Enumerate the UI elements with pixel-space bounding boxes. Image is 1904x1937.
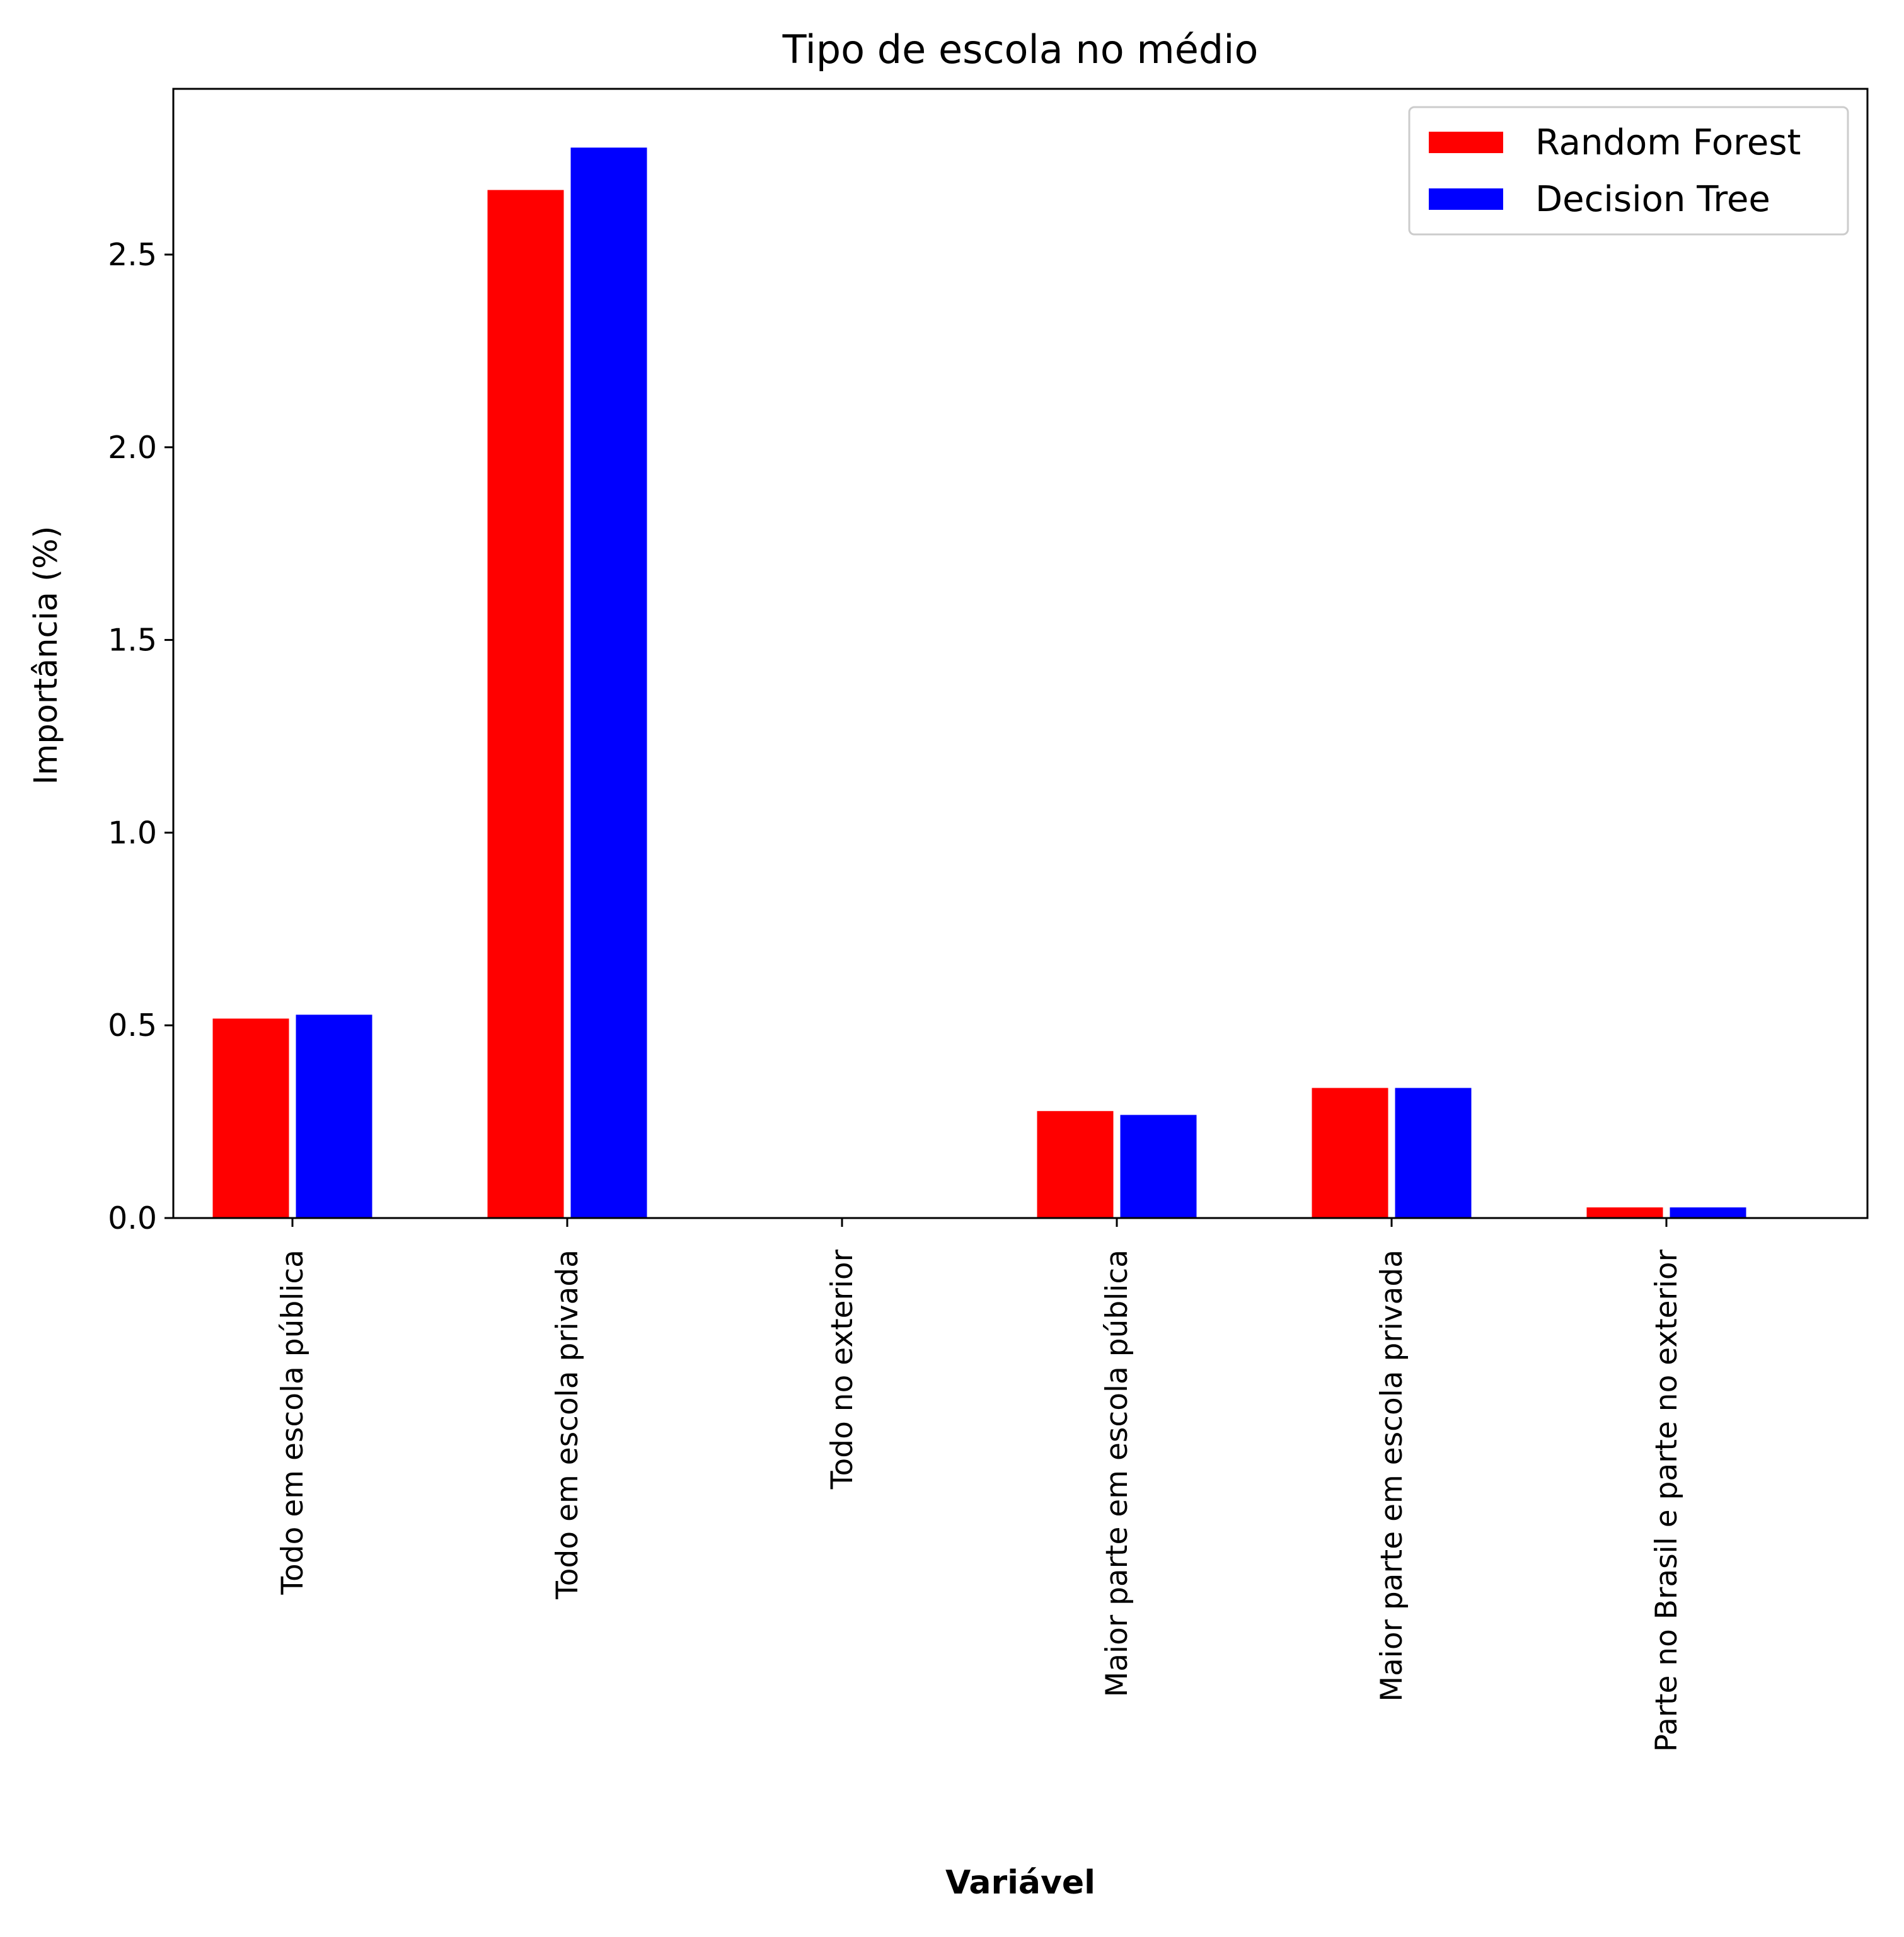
- x-tick-label: Maior parte em escola privada: [1375, 1250, 1409, 1702]
- x-tick-label: Todo em escola privada: [550, 1250, 585, 1600]
- x-tick-label: Todo no exterior: [825, 1249, 860, 1490]
- x-tick-label: Maior parte em escola pública: [1100, 1250, 1134, 1697]
- bars-group: [211, 146, 1748, 1219]
- legend-label-random-forest: Random Forest: [1535, 122, 1801, 163]
- bar-decision-tree-1: [294, 1013, 374, 1219]
- legend: Random Forest Decision Tree: [1408, 106, 1849, 236]
- bar-random-forest-4: [1035, 1109, 1116, 1219]
- x-axis-ticks: Todo em escola pública Todo em escola pri…: [275, 1218, 1684, 1752]
- bar-random-forest-5: [1310, 1086, 1390, 1219]
- y-axis-ticks: 0.0 0.5 1.0 1.5 2.0 2.5: [108, 237, 173, 1236]
- bar-decision-tree-6: [1668, 1205, 1748, 1219]
- bar-decision-tree-5: [1393, 1086, 1474, 1219]
- plot-area-frame: [172, 88, 1869, 1219]
- y-tick-label: 2.5: [108, 237, 157, 273]
- x-axis-label: Variável: [945, 1864, 1095, 1902]
- y-tick-label: 1.5: [108, 623, 157, 658]
- legend-swatch-random-forest: [1429, 132, 1503, 153]
- x-tick-label: Parte no Brasil e parte no exterior: [1649, 1249, 1684, 1752]
- bar-random-forest-2: [485, 188, 566, 1219]
- y-tick-label: 0.0: [108, 1200, 157, 1236]
- y-tick-label: 0.5: [108, 1008, 157, 1043]
- chart-title: Tipo de escola no médio: [782, 26, 1259, 72]
- bar-random-forest-1: [211, 1016, 291, 1219]
- bar-decision-tree-4: [1118, 1113, 1199, 1219]
- legend-swatch-decision-tree: [1429, 188, 1503, 210]
- y-tick-label: 1.0: [108, 815, 157, 851]
- bar-random-forest-6: [1584, 1205, 1665, 1219]
- legend-label-decision-tree: Decision Tree: [1535, 179, 1770, 220]
- legend-box: [1408, 106, 1849, 236]
- y-tick-label: 2.0: [108, 430, 157, 466]
- y-axis-label: Importância (%): [28, 526, 65, 785]
- bar-decision-tree-2: [568, 146, 649, 1219]
- x-tick-label: Todo em escola pública: [275, 1250, 310, 1595]
